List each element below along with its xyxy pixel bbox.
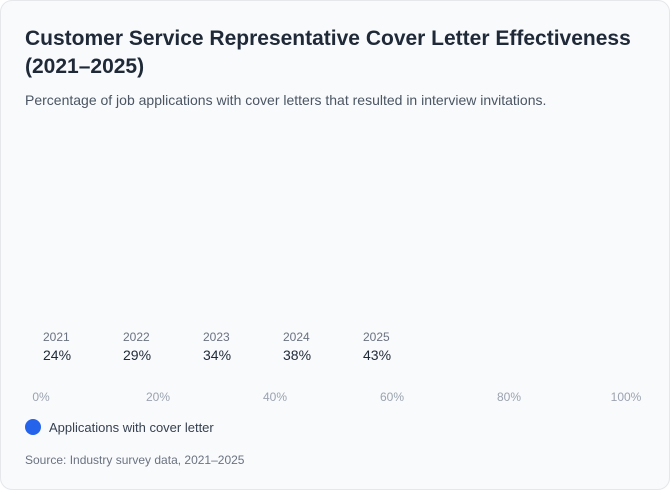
legend: Applications with cover letter	[25, 419, 214, 435]
chart-subtitle: Percentage of job applications with cove…	[25, 92, 547, 108]
legend-label: Applications with cover letter	[49, 419, 214, 435]
category-label-2021: 2021	[43, 330, 70, 344]
category-labels: 2021 2022 2023 2024 2025	[43, 330, 390, 344]
value-label-2023: 34%	[203, 347, 231, 363]
x-tick-label: 40%	[263, 390, 287, 404]
category-label-2025: 2025	[363, 330, 390, 344]
category-label-2024: 2024	[283, 330, 310, 344]
value-label-2025: 43%	[363, 347, 391, 363]
value-labels: 24% 29% 34% 38% 43%	[43, 347, 391, 363]
category-label-2023: 2023	[203, 330, 230, 344]
chart-title: Customer Service Representative Cover Le…	[25, 27, 631, 78]
x-tick-label: 60%	[380, 390, 404, 404]
x-tick-label: 20%	[146, 390, 170, 404]
x-tick-label: 80%	[497, 390, 521, 404]
category-label-2022: 2022	[123, 330, 150, 344]
source-note: Source: Industry survey data, 2021–2025	[25, 453, 245, 467]
value-label-2024: 38%	[283, 347, 311, 363]
legend-swatch	[25, 419, 41, 435]
x-tick-label: 100%	[611, 390, 642, 404]
value-label-2022: 29%	[123, 347, 151, 363]
x-tick-label: 0%	[32, 390, 50, 404]
x-axis-ticks: 0% 20% 40% 60% 80% 100%	[32, 390, 641, 404]
value-label-2021: 24%	[43, 347, 71, 363]
